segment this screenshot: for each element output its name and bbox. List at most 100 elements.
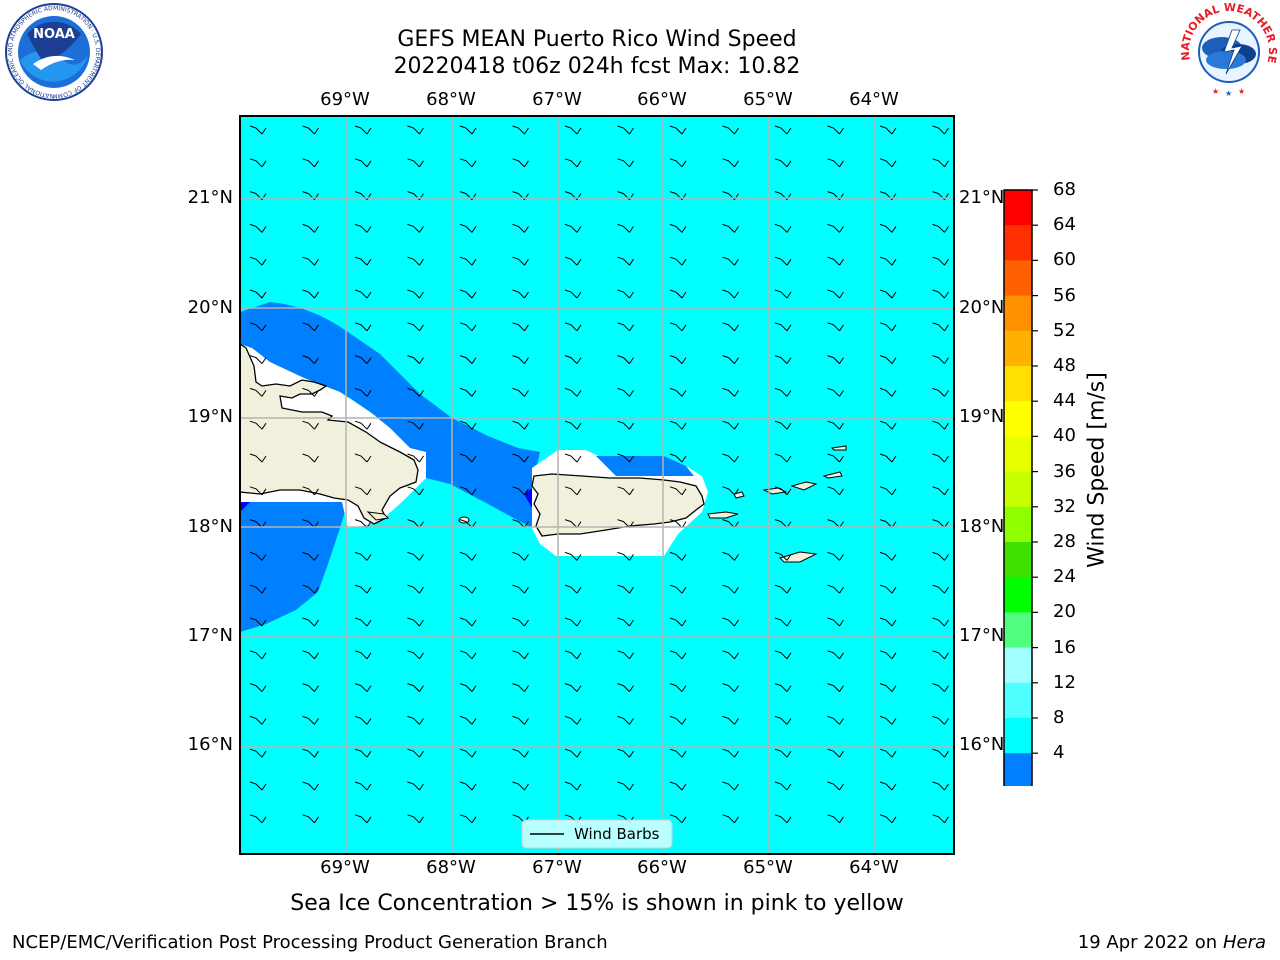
wind-barb bbox=[459, 683, 477, 692]
wind-barb bbox=[932, 158, 949, 168]
map-title: GEFS MEAN Puerto Rico Wind Speed bbox=[397, 27, 797, 52]
wind-barb bbox=[249, 781, 267, 791]
wind-barb bbox=[302, 551, 319, 561]
wind-barb bbox=[722, 322, 739, 332]
wind-barb bbox=[774, 158, 792, 168]
wind-barb bbox=[459, 781, 477, 791]
wind-barb bbox=[302, 125, 319, 135]
wind-barb bbox=[617, 650, 634, 660]
wind-barb bbox=[774, 748, 792, 758]
run-date-text: 19 Apr 2022 on bbox=[1077, 932, 1218, 953]
wind-barb bbox=[302, 453, 319, 463]
wind-barb bbox=[879, 486, 897, 496]
land-virgin-gorda bbox=[822, 471, 843, 479]
wind-barb bbox=[932, 387, 949, 397]
wind-barb bbox=[302, 322, 319, 332]
wind-barb bbox=[932, 781, 949, 791]
colorbar-band bbox=[1004, 753, 1032, 786]
wind-barb bbox=[354, 683, 372, 692]
wind-barb bbox=[302, 289, 319, 299]
land-puerto-rico bbox=[531, 473, 705, 537]
wind-barb bbox=[879, 551, 897, 561]
wind-barb bbox=[879, 223, 897, 233]
wind-barb bbox=[564, 420, 582, 430]
wind-barb bbox=[407, 814, 424, 824]
wind-barb bbox=[354, 715, 372, 725]
wind-barb bbox=[722, 355, 739, 364]
wind-barb bbox=[932, 551, 949, 561]
wind-barb bbox=[617, 420, 634, 430]
wind-barb bbox=[459, 158, 477, 168]
wind-barb bbox=[722, 223, 739, 233]
wind-barb bbox=[617, 551, 634, 561]
lon-tick-bottom-69w: 69°W bbox=[320, 857, 370, 878]
wind-barb bbox=[564, 584, 582, 594]
wind-barb bbox=[564, 256, 582, 266]
wind-barb bbox=[459, 125, 477, 135]
wind-barb bbox=[879, 814, 897, 824]
wind-barb bbox=[354, 584, 372, 594]
wind-barb bbox=[302, 584, 319, 594]
lat-tick-left-21n: 21°N bbox=[187, 187, 233, 208]
wind-barb bbox=[459, 551, 477, 561]
wind-barb bbox=[564, 650, 582, 660]
wind-barb bbox=[249, 584, 267, 594]
wind-barb bbox=[879, 125, 897, 135]
wind-barb bbox=[932, 715, 949, 725]
wind-4-8-band-south bbox=[240, 502, 348, 632]
wind-barb bbox=[774, 223, 792, 233]
map-subtitle: 20220418 t06z 024h fcst Max: 10.82 bbox=[393, 54, 801, 79]
colorbar-frame bbox=[1003, 189, 1033, 786]
wind-barb bbox=[407, 322, 424, 332]
wind-barb bbox=[722, 650, 739, 660]
wind-barb bbox=[617, 322, 634, 332]
wind-barb bbox=[249, 715, 267, 725]
wind-barb bbox=[827, 256, 844, 266]
wind-barb bbox=[617, 683, 634, 692]
wind-barb bbox=[617, 584, 634, 594]
wind-barb bbox=[407, 223, 424, 233]
wind-barb bbox=[617, 223, 634, 233]
wind-barb bbox=[249, 453, 267, 463]
wind-barb bbox=[354, 387, 372, 397]
run-date: 19 Apr 2022 on Hera bbox=[1078, 932, 1266, 953]
wind-barb bbox=[407, 551, 424, 561]
colorbar-band bbox=[1004, 225, 1032, 261]
lon-tick-bottom-66w: 66°W bbox=[637, 857, 687, 878]
wind-barb bbox=[774, 387, 792, 397]
wind-barb bbox=[249, 683, 267, 692]
lat-tick-right-18n: 18°N bbox=[959, 516, 1005, 537]
wind-barb bbox=[774, 322, 792, 332]
lon-tick-top-67w: 67°W bbox=[532, 89, 582, 110]
colorbar-band bbox=[1004, 330, 1032, 367]
wind-barb bbox=[669, 617, 687, 627]
wind-barb bbox=[879, 289, 897, 299]
wind-barb bbox=[774, 715, 792, 725]
wind-barb bbox=[512, 289, 529, 299]
wind-barb bbox=[932, 125, 949, 135]
wind-barb bbox=[932, 683, 949, 692]
wind-barb bbox=[774, 584, 792, 594]
wind-barb bbox=[669, 223, 687, 233]
wind-barb bbox=[459, 355, 477, 364]
wind-barb bbox=[879, 748, 897, 758]
wind-barb bbox=[354, 453, 372, 463]
wind-barb bbox=[407, 683, 424, 692]
wind-barb bbox=[459, 453, 477, 463]
lat-tick-left-17n: 17°N bbox=[187, 625, 233, 646]
wind-barb bbox=[407, 256, 424, 266]
wind-barb bbox=[249, 322, 267, 332]
colorbar-tick-label: 24 bbox=[1053, 566, 1076, 588]
wind-barb bbox=[879, 453, 897, 463]
wind-barb bbox=[302, 650, 319, 660]
wind-barb bbox=[722, 781, 739, 791]
wind-barb bbox=[459, 715, 477, 725]
wind-barb bbox=[932, 355, 949, 364]
wind-barb bbox=[827, 748, 844, 758]
wind-barb bbox=[302, 617, 319, 627]
wind-barb bbox=[302, 158, 319, 168]
wind-barb bbox=[512, 584, 529, 594]
wind-barb bbox=[827, 125, 844, 135]
wind-barb bbox=[512, 650, 529, 660]
wind-barb bbox=[827, 158, 844, 168]
